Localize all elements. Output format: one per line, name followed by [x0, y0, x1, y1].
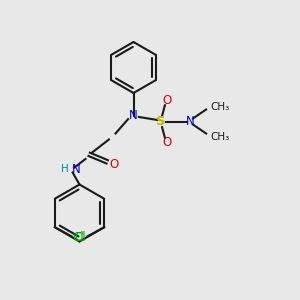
Text: O: O	[110, 158, 119, 172]
Text: CH₃: CH₃	[210, 131, 229, 142]
Text: Cl: Cl	[74, 231, 86, 244]
Text: N: N	[186, 115, 195, 128]
Text: Cl: Cl	[72, 231, 84, 244]
Text: S: S	[156, 115, 165, 128]
Text: O: O	[162, 94, 171, 107]
Text: H: H	[61, 164, 69, 175]
Text: CH₃: CH₃	[210, 101, 229, 112]
Text: O: O	[162, 136, 171, 149]
Text: N: N	[72, 163, 81, 176]
Text: N: N	[129, 109, 138, 122]
